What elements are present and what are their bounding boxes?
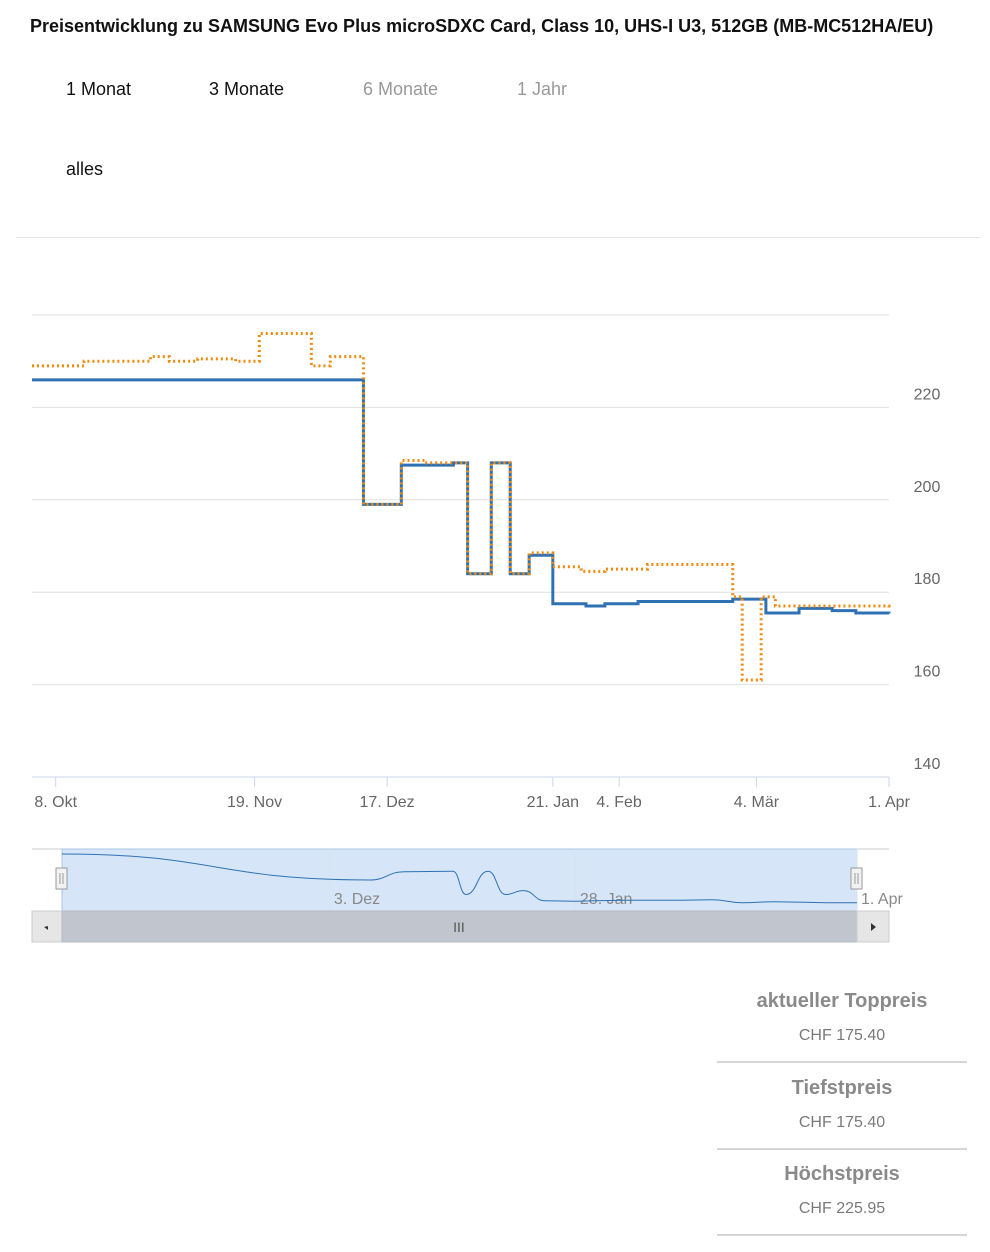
range-button-1-monat[interactable]: 1 Monat [66,79,132,99]
x-axis: 8. Okt 19. Nov 17. Dez 21. Jan 4. Feb 4. Mär 1… [34,777,911,811]
stat-label: aktueller Toppreis [756,990,928,1012]
stat-value: CHF 225.95 [798,1200,886,1217]
navigator-x-axis: 3. Dez 28. Jan 1. Apr [329,849,903,911]
price-chart: 140 160 180 200 220 8. Okt 19. Nov 17. Dez 21. … [31,314,941,943]
navigator-x-label: 28. Jan [580,891,632,908]
stat-label: Tiefstpreis [791,1077,893,1099]
x-tick-label: 4. Feb [596,794,641,811]
stat-label: Höchstpreis [784,1163,900,1185]
divider [16,237,980,238]
scrollbar[interactable]: III [31,910,890,943]
grid-lines [32,314,889,686]
y-tick-label: 200 [914,479,941,496]
scrollbar-thumb[interactable] [61,910,858,943]
navigator-series-line [61,853,858,904]
navigator-handle-right[interactable] [850,867,863,890]
stat-highest-price: Höchstpreis CHF 225.95 [717,1163,967,1236]
scrollbar-grip-icon: III [453,919,465,935]
navigator-handle-left[interactable] [55,867,68,890]
y-tick-label: 160 [914,664,941,681]
range-button-alles[interactable]: alles [66,159,104,179]
series-line-2 [32,331,891,682]
y-axis: 140 160 180 200 220 [914,386,941,773]
series-line-1 [32,378,891,615]
x-tick-label: 4. Mär [734,794,780,811]
navigator-selection[interactable] [61,848,858,912]
range-button-3-monate[interactable]: 3 Monate [209,79,285,99]
y-tick-label: 180 [914,571,941,588]
navigator-x-label: 1. Apr [861,891,903,908]
stat-value: CHF 175.40 [798,1114,886,1131]
y-tick-label: 140 [914,756,941,773]
navigator[interactable]: 3. Dez 28. Jan 1. Apr [32,848,903,912]
x-tick-label: 17. Dez [360,794,415,811]
y-tick-label: 220 [914,386,941,403]
range-button-6-monate[interactable]: 6 Monate [363,79,439,99]
x-tick-label: 19. Nov [227,794,282,811]
range-button-1-jahr[interactable]: 1 Jahr [517,79,568,99]
x-tick-label: 8. Okt [34,794,77,811]
series-group [32,331,891,682]
x-tick-label: 1. Apr [868,794,910,811]
x-tick-label: 21. Jan [527,794,579,811]
scroll-left-arrow-icon [44,926,48,930]
navigator-x-label: 3. Dez [334,891,380,908]
stat-current-top-price: aktueller Toppreis CHF 175.40 [717,990,967,1063]
stat-lowest-price: Tiefstpreis CHF 175.40 [717,1077,967,1150]
scroll-right-arrow-icon [871,923,876,931]
stat-value: CHF 175.40 [798,1027,886,1044]
